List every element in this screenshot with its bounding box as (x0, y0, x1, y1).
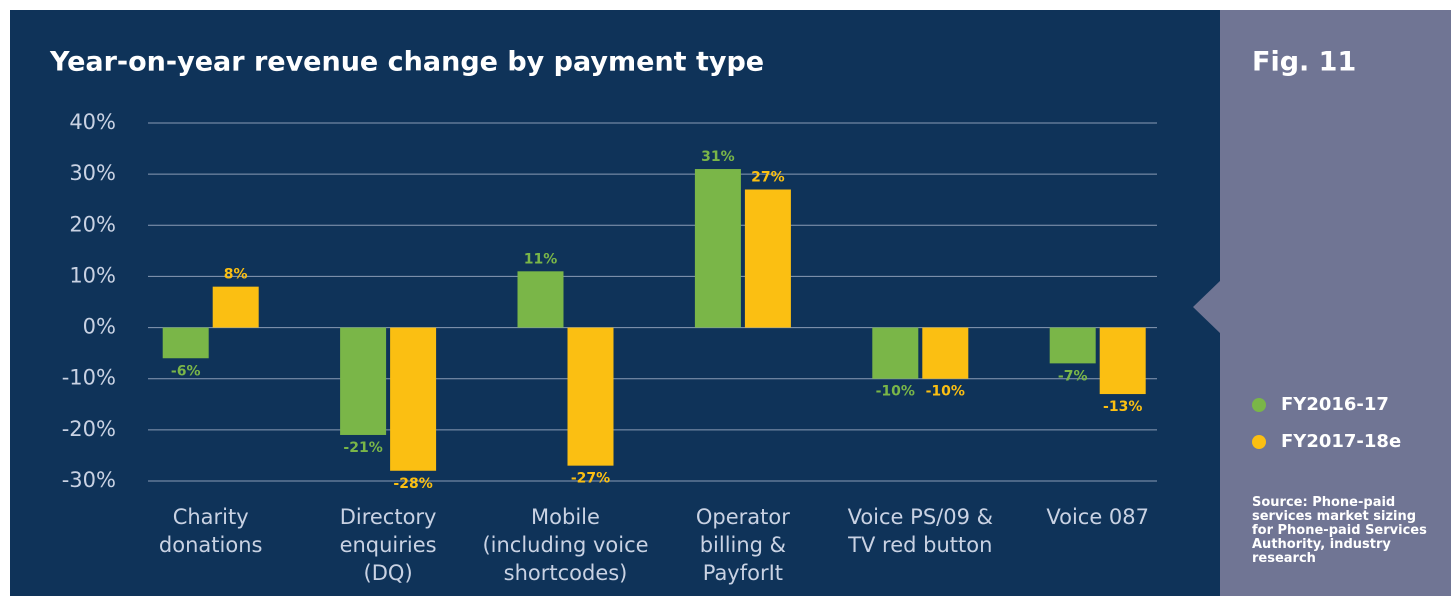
y-tick-label: 20% (69, 212, 116, 236)
data-label: 11% (524, 251, 558, 267)
x-tick-label: Directory enquiries (DQ) (339, 505, 437, 585)
data-label: 8% (224, 267, 248, 283)
data-label: -28% (393, 476, 432, 492)
legend-label: FY2016-17 (1281, 394, 1389, 415)
bar (922, 327, 969, 379)
y-tick-label: -20% (62, 417, 116, 441)
x-tick-label: Voice 087 (1046, 505, 1150, 529)
bar (517, 271, 564, 328)
bar (744, 189, 791, 328)
chart-title: Year-on-year revenue change by payment t… (49, 47, 764, 78)
legend-marker (1252, 398, 1266, 412)
y-tick-label: 30% (69, 161, 116, 185)
bar (340, 327, 387, 435)
legend-marker (1252, 435, 1266, 449)
y-tick-label: 0% (83, 315, 116, 339)
bar (694, 169, 741, 328)
y-tick-label: 40% (69, 110, 116, 134)
bar (567, 327, 614, 466)
legend-label: FY2017-18e (1281, 431, 1401, 452)
data-label: 27% (751, 169, 785, 185)
side-panel (1220, 10, 1451, 596)
data-label: -21% (343, 440, 382, 456)
x-tick-label: Voice PS/09 & TV red button (847, 505, 993, 557)
data-label: -13% (1103, 399, 1142, 415)
x-tick-label: Operator billing & PayforIt (695, 505, 790, 585)
data-label: -27% (571, 471, 610, 487)
bar (212, 286, 259, 328)
x-tick-label: Charity donations (158, 505, 263, 557)
y-tick-label: -30% (62, 468, 116, 492)
bar (872, 327, 919, 379)
bar (1049, 327, 1096, 364)
data-label: -10% (876, 384, 915, 400)
data-label: -7% (1058, 368, 1088, 384)
bar (162, 327, 209, 359)
figure-label: Fig. 11 (1252, 47, 1356, 78)
notch (1193, 280, 1221, 334)
y-tick-label: -10% (62, 366, 116, 390)
data-label: -6% (171, 363, 201, 379)
bar (390, 327, 437, 471)
chart-panel (10, 10, 1220, 596)
y-tick-label: 10% (69, 263, 116, 287)
data-label: -10% (926, 384, 965, 400)
bar (1099, 327, 1146, 395)
x-tick-label: Mobile (including voice shortcodes) (482, 505, 649, 585)
data-label: 31% (701, 149, 735, 165)
source-note: Source: Phone-paid services market sizin… (1252, 495, 1427, 566)
